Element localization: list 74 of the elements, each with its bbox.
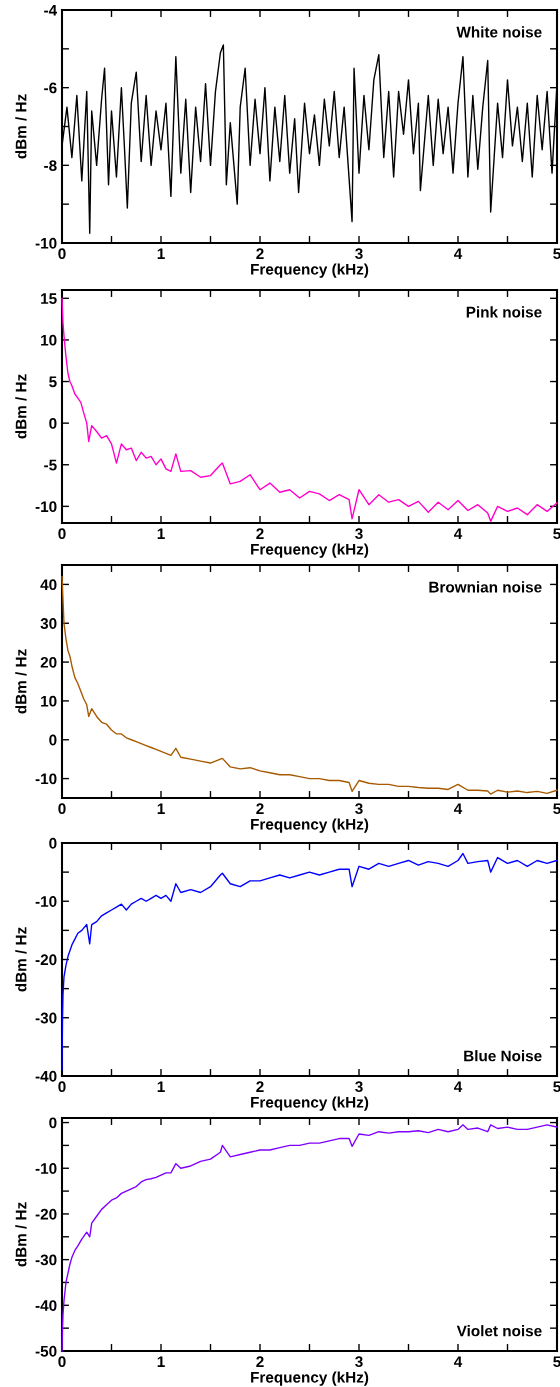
x-axis-title: Frequency (kHz): [251, 1096, 369, 1111]
y-tick-label: -10: [35, 501, 57, 513]
y-axis-title: dBm / Hz: [15, 927, 27, 992]
x-tick-label: 2: [256, 1356, 264, 1367]
x-tick-label: 5: [553, 803, 560, 815]
y-tick-label: 15: [41, 293, 57, 305]
x-tick-label: 5: [553, 248, 560, 260]
x-tick-label: 1: [157, 528, 165, 539]
y-axis-title: dBm / Hz: [15, 94, 27, 159]
y-tick-label: -10: [35, 773, 57, 785]
y-tick-label: -10: [35, 1163, 57, 1174]
y-tick-label: 0: [49, 418, 57, 429]
x-tick-label: 0: [58, 248, 66, 260]
x-tick-label: 5: [553, 1356, 560, 1368]
x-tick-label: 2: [256, 803, 264, 814]
x-tick-label: 0: [58, 1081, 66, 1093]
y-tick-label: -30: [35, 1012, 57, 1024]
y-tick-label: 5: [49, 376, 57, 388]
y-tick-label: 30: [40, 618, 57, 629]
y-tick-label: -5: [44, 459, 57, 471]
x-tick-label: 2: [256, 528, 264, 539]
y-tick-label: -30: [35, 1254, 57, 1266]
y-tick-label: 10: [41, 695, 57, 707]
line-series: [61, 575, 558, 795]
x-tick-label: 4: [453, 528, 463, 539]
y-tick-label: 0: [49, 1117, 57, 1129]
x-tick-label: 0: [58, 803, 66, 815]
annotation: Brownian noise: [429, 581, 542, 593]
x-tick-label: 3: [355, 248, 363, 260]
y-axis-title: dBm / Hz: [15, 1202, 27, 1267]
x-tick-label: 1: [157, 248, 165, 259]
y-tick-label: -8: [44, 160, 57, 172]
x-tick-label: 3: [355, 1081, 363, 1093]
y-axis-title: dBm / Hz: [15, 649, 27, 714]
y-tick-label: -6: [44, 82, 57, 94]
y-tick-label: 0: [49, 837, 57, 849]
y-tick-label: -40: [35, 1300, 57, 1311]
x-tick-label: 4: [453, 1356, 463, 1367]
y-tick-label: -10: [35, 896, 57, 907]
x-axis-title: Frequency (kHz): [251, 543, 369, 558]
x-tick-label: 2: [256, 1081, 264, 1092]
annotation: Pink noise: [466, 306, 542, 318]
y-tick-label: -10: [35, 237, 57, 249]
x-tick-label: 3: [355, 528, 363, 540]
y-tick-label: -20: [35, 954, 57, 966]
x-axis-title: Frequency (kHz): [251, 263, 369, 278]
x-tick-label: 4: [453, 803, 463, 814]
x-tick-label: 2: [256, 248, 264, 259]
x-tick-label: 1: [157, 803, 165, 814]
x-tick-label: 3: [355, 803, 363, 815]
x-axis-title: Frequency (kHz): [251, 1371, 369, 1386]
annotation: Violet noise: [456, 1325, 542, 1337]
x-tick-label: 1: [157, 1356, 165, 1367]
x-tick-label: 4: [453, 248, 463, 259]
y-tick-label: 40: [40, 579, 57, 591]
y-tick-label: 20: [40, 656, 57, 668]
annotation: White noise: [456, 26, 542, 38]
x-tick-label: 5: [553, 528, 560, 540]
x-tick-label: 4: [453, 1081, 463, 1092]
y-tick-label: -40: [35, 1070, 57, 1082]
x-axis-title: Frequency (kHz): [251, 818, 369, 833]
y-tick-label: -4: [44, 5, 58, 16]
x-tick-label: 3: [355, 1356, 363, 1368]
y-tick-label: 0: [49, 734, 57, 746]
y-tick-label: 10: [41, 334, 57, 346]
y-tick-label: -20: [35, 1208, 57, 1220]
y-tick-label: -50: [35, 1345, 57, 1357]
x-tick-label: 5: [553, 1081, 560, 1093]
x-tick-label: 0: [58, 1356, 66, 1368]
line-series: [61, 852, 558, 1071]
y-axis-title: dBm / Hz: [15, 374, 27, 439]
x-tick-label: 0: [58, 528, 66, 540]
x-tick-label: 1: [157, 1081, 165, 1092]
annotation: Blue Noise: [464, 1050, 542, 1062]
